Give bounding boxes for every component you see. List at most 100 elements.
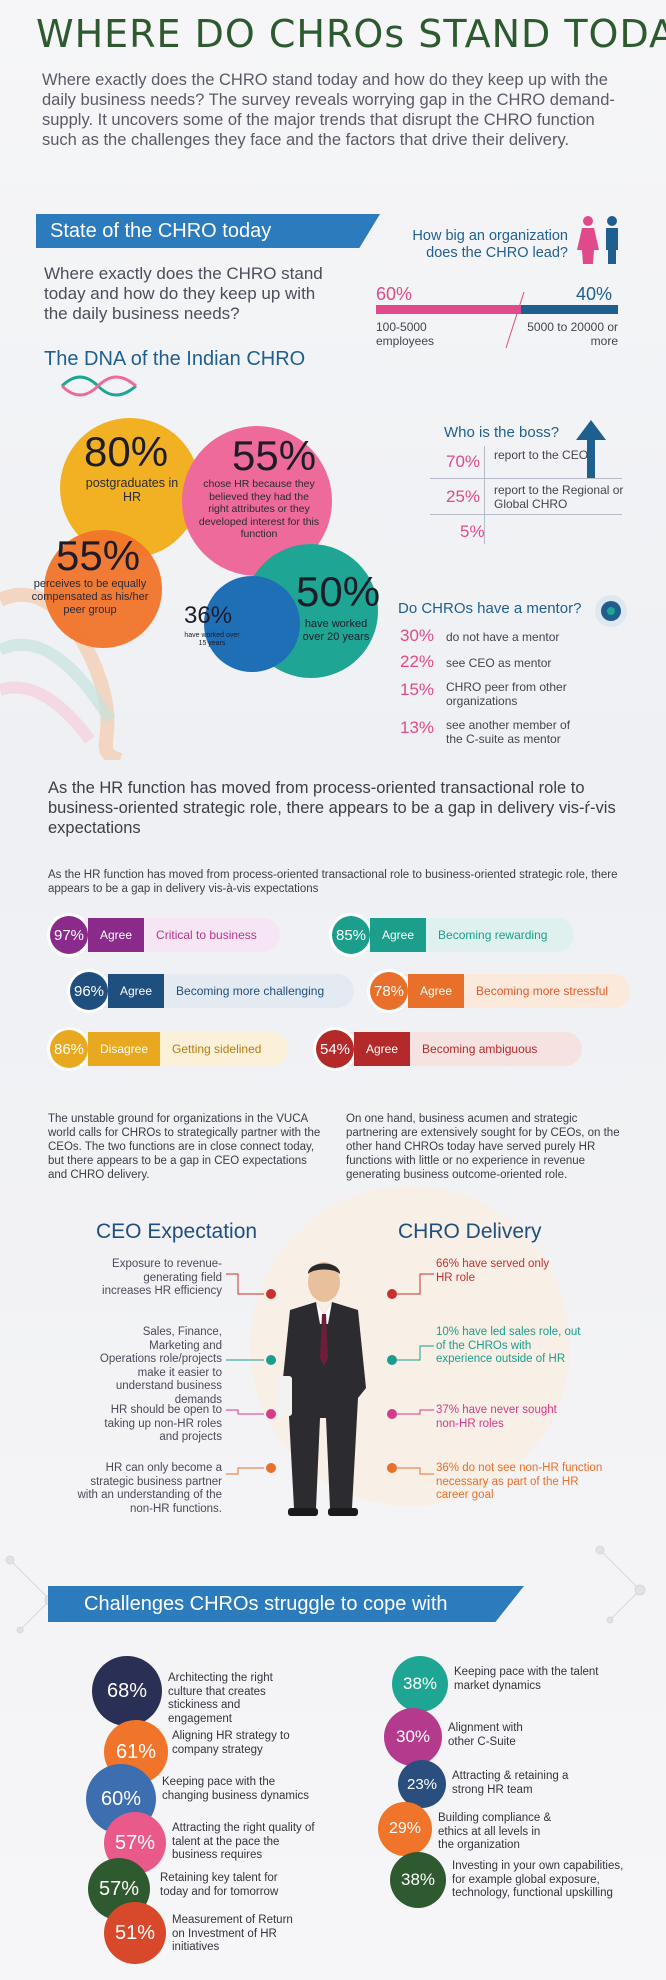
mentor-text-4: see another member of the C-suite as men…: [446, 718, 571, 746]
businessman-illustration: [278, 1262, 366, 1516]
dna-circle-55-comp: [44, 530, 162, 648]
pill-text: Getting sidelined: [172, 1042, 262, 1056]
challenge-circle: 29%: [378, 1802, 432, 1856]
boss-pct-3: 5%: [460, 522, 485, 541]
mentor-text-2: see CEO as mentor: [446, 656, 552, 670]
pill-tag: Agree: [354, 1032, 411, 1066]
pill-critical-to-business: 97% Agree Critical to business: [50, 916, 280, 954]
org-right-label: 5000 to 20000 or more: [527, 320, 618, 348]
mentor-title: Do CHROs have a mentor?: [398, 600, 582, 617]
dna-50-text: have worked over 20 years: [302, 618, 370, 643]
challenge-text: Attracting & retaining a strong HR team: [452, 1770, 569, 1796]
ceo-dot-4: [266, 1463, 276, 1473]
challenge-text: Retaining key talent for today and for t…: [160, 1872, 279, 1898]
page-title: WHERE DO CHROs STAND TODAY?: [36, 12, 666, 56]
ceo-item-1: Exposure to revenue-generating field inc…: [102, 1258, 222, 1297]
pill-becoming-rewarding: 85% Agree Becoming rewarding: [332, 916, 574, 954]
chro-connectors: [396, 1273, 434, 1475]
challenge-text: Aligning HR strategy to company strategy: [172, 1730, 290, 1756]
mentor-pct-4: 13%: [400, 718, 435, 737]
intro-text: Where exactly does the CHRO stand today …: [42, 71, 615, 149]
mentor-text-3: CHRO peer from other organizations: [446, 680, 567, 708]
org-size-question: How big an organization does the CHRO le…: [412, 228, 568, 261]
chro-item-2: 10% have led sales role, out of the CHRO…: [436, 1326, 581, 1365]
gap-heading: As the HR function has moved from proces…: [48, 779, 616, 837]
pill-tag: Agree: [88, 918, 145, 952]
chro-dot-2: [387, 1355, 397, 1365]
pill-pct: 97%: [50, 916, 88, 954]
pill-tag: Disagree: [88, 1032, 161, 1066]
pill-text: Becoming ambiguous: [422, 1042, 538, 1056]
challenge-text: Attracting the right quality of talent a…: [172, 1822, 315, 1861]
gap-subtext: As the HR function has moved from proces…: [48, 869, 618, 895]
para-left: The unstable ground for organizations in…: [48, 1113, 321, 1181]
state-question: Where exactly does the CHRO stand today …: [44, 264, 323, 323]
challenge-text: Keeping pace with the talent market dyna…: [454, 1666, 599, 1692]
boss-text-2: report to the Regional or Global CHRO: [494, 483, 624, 511]
challenge-text: Architecting the right culture that crea…: [168, 1672, 273, 1725]
chro-item-1: 66% have served only HR role: [436, 1258, 550, 1284]
dna-50-pct: 50%: [296, 568, 381, 615]
decorative-ribbon: [0, 587, 123, 760]
chro-dot-1: [387, 1289, 397, 1299]
boss-pct-1: 70%: [446, 452, 481, 471]
boss-divider-v: [484, 446, 485, 544]
challenge-text: Investing in your own capabilities, for …: [452, 1860, 624, 1899]
chro-title: CHRO Delivery: [398, 1220, 542, 1243]
bar-divider: [505, 292, 525, 348]
pill-text: Becoming more stressful: [476, 984, 609, 998]
mentor-pct-3: 15%: [400, 680, 435, 699]
pill-becoming-more-challenging: 96% Agree Becoming more challenging: [70, 972, 354, 1010]
state-banner: State of the CHRO today: [36, 214, 380, 248]
pill-pct: 96%: [70, 972, 108, 1010]
dna-title: The DNA of the Indian CHRO: [44, 348, 306, 370]
pill-tag: Agree: [108, 974, 165, 1008]
challenges-banner: Challenges CHROs struggle to cope with: [48, 1586, 524, 1622]
dna-55b-pct: 55%: [56, 532, 141, 579]
challenge-text: Alignment with other C-Suite: [448, 1722, 523, 1748]
challenge-circle: 38%: [392, 1656, 448, 1712]
mentor-pct-2: 22%: [400, 652, 435, 671]
people-icon: [577, 216, 618, 264]
up-arrow-icon: [576, 420, 606, 478]
dna-55b-text: perceives to be equally compensated as h…: [31, 578, 149, 616]
challenge-text: Measurement of Return on Investment of H…: [172, 1914, 293, 1953]
pill-pct: 54%: [316, 1030, 354, 1068]
dna-55-pct: 55%: [232, 432, 317, 479]
challenge-circle: 51%: [104, 1902, 166, 1964]
ceo-dot-3: [266, 1409, 276, 1419]
pill-tag: Agree: [408, 974, 465, 1008]
ceo-item-3: HR should be open to taking up non-HR ro…: [104, 1404, 222, 1443]
org-right-pct: 40%: [576, 284, 613, 304]
mentor-text-1: do not have a mentor: [446, 630, 560, 644]
chro-item-3: 37% have never sought non-HR roles: [436, 1404, 557, 1430]
org-bar-large: [521, 305, 618, 314]
pill-getting-sidelined: 86% Disagree Getting sidelined: [50, 1030, 288, 1068]
ceo-dot-1: [266, 1289, 276, 1299]
para-right: On one hand, business acumen and strateg…: [346, 1113, 620, 1181]
pill-pct: 85%: [332, 916, 370, 954]
boss-text-1: report to the CEO: [494, 448, 589, 462]
pill-pct: 86%: [50, 1030, 88, 1068]
ceo-item-2: Sales, Finance, Marketing and Operations…: [99, 1326, 222, 1406]
pill-tag: Agree: [370, 918, 427, 952]
ceo-connectors: [226, 1273, 264, 1475]
chro-item-4: 36% do not see non-HR function necessary…: [436, 1462, 603, 1501]
org-size-bar: [376, 305, 618, 314]
dna-36-text: have worked over 15 years: [184, 632, 240, 647]
org-left-pct: 60%: [376, 284, 413, 304]
challenge-text: Building compliance & ethics at all leve…: [438, 1812, 552, 1851]
ceo-dot-2: [266, 1355, 276, 1365]
dna-55-text: chose HR because they believed they had …: [198, 478, 320, 540]
mentor-pct-1: 30%: [400, 626, 435, 645]
ceo-item-4: HR can only become a strategic business …: [77, 1462, 223, 1515]
challenge-circle: 23%: [398, 1760, 446, 1808]
pill-becoming-ambiguous: 54% Agree Becoming ambiguous: [316, 1030, 582, 1068]
boss-title: Who is the boss?: [444, 424, 560, 441]
org-left-label: 100-5000 employees: [376, 320, 435, 348]
target-icon: [595, 595, 627, 627]
pill-text: Becoming more challenging: [176, 984, 325, 998]
boss-divider-1: [430, 478, 622, 479]
dna-icon: [60, 375, 137, 397]
